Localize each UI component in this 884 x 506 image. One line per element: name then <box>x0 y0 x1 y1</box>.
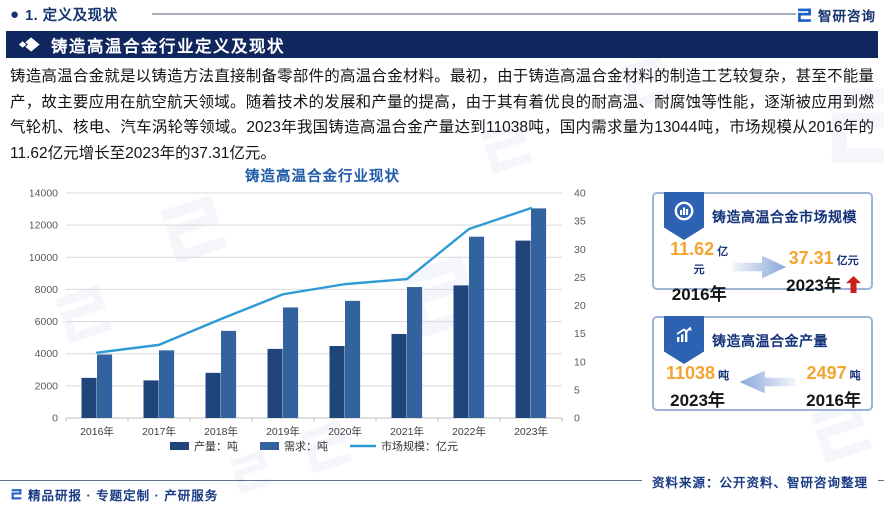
stat-value: 11038 <box>666 363 716 383</box>
growth-arrow-icon <box>732 255 787 279</box>
svg-text:12000: 12000 <box>30 220 58 232</box>
stat-unit: 亿元 <box>693 246 729 276</box>
footer-divider <box>0 480 884 481</box>
svg-text:市场规模：亿元: 市场规模：亿元 <box>381 439 458 453</box>
svg-text:20: 20 <box>574 300 586 312</box>
card-title: 铸造高温合金产量 <box>712 333 828 349</box>
chart-title: 铸造高温合金行业现状 <box>245 169 400 185</box>
svg-text:35: 35 <box>574 216 586 228</box>
svg-text:15: 15 <box>574 328 586 340</box>
page-title: 铸造高温合金行业定义及现状 <box>51 37 285 56</box>
stat-unit: 亿元 <box>836 255 859 267</box>
svg-text:2020年: 2020年 <box>328 425 362 438</box>
intro-paragraph: 铸造高温合金就是以铸造方法直接制备零部件的高温合金材料。最初，由于铸造高温合金材… <box>10 68 874 162</box>
svg-text:4000: 4000 <box>35 348 59 360</box>
svg-text:10: 10 <box>574 356 586 368</box>
svg-text:2023年: 2023年 <box>514 425 548 438</box>
up-trend-icon <box>846 276 861 293</box>
svg-text:2016年: 2016年 <box>80 425 114 438</box>
stat-year: 2016年 <box>671 285 727 304</box>
source-note: 资料来源：公开资料、智研咨询整理 <box>641 472 878 491</box>
svg-text:25: 25 <box>574 272 586 284</box>
zhiyan-logo-icon <box>11 489 22 500</box>
svg-text:14000: 14000 <box>30 188 58 200</box>
svg-text:2021年: 2021年 <box>390 425 424 438</box>
brand-logo: 智研咨询 <box>796 5 876 25</box>
zhiyan-logo-icon <box>798 8 811 22</box>
svg-text:5: 5 <box>574 384 580 396</box>
svg-text:2018年: 2018年 <box>204 425 238 438</box>
stat-year: 2023年 <box>670 391 725 410</box>
footer-brand: 精品研报 · 专题定制 · 产研服务 <box>10 485 218 504</box>
growth-arrow-icon <box>739 370 796 394</box>
svg-text:40: 40 <box>574 188 586 200</box>
stat-start: 11038 吨 2023年 <box>666 363 729 411</box>
title-banner: 铸造高温合金行业定义及现状 <box>6 31 878 58</box>
bullet-icon: ● <box>10 5 20 23</box>
card-title: 铸造高温合金市场规模 <box>712 209 857 225</box>
industry-combo-chart: 0 2000 4000 6000 8000 10000 12000 14000 0 5 10 15 20… <box>30 188 586 454</box>
stat-value: 2497 <box>806 363 847 383</box>
production-card: 铸造高温合金产量 11038 吨 2023年 2497 吨 2016年 <box>652 316 873 411</box>
svg-text:8000: 8000 <box>35 284 59 296</box>
svg-text:0: 0 <box>52 413 58 425</box>
double-diamond-icon <box>17 37 40 52</box>
stat-unit: 吨 <box>718 370 730 382</box>
svg-text:6000: 6000 <box>35 316 59 328</box>
svg-text:2019年: 2019年 <box>266 425 300 438</box>
header-divider <box>152 13 796 15</box>
svg-text:2022年: 2022年 <box>452 425 486 438</box>
svg-text:产量：吨: 产量：吨 <box>194 439 238 453</box>
svg-text:需求：吨: 需求：吨 <box>284 440 328 453</box>
stat-end: 2497 吨 2016年 <box>806 363 861 411</box>
svg-text:30: 30 <box>574 244 586 256</box>
stat-value: 11.62 <box>670 239 715 259</box>
section-header: ● 1. 定义及现状 <box>10 4 118 25</box>
stat-year: 2016年 <box>806 391 861 410</box>
svg-text:10000: 10000 <box>30 252 58 264</box>
stat-value: 37.31 <box>788 248 834 268</box>
stat-start: 11.62 亿元 2016年 <box>666 239 732 305</box>
svg-text:2000: 2000 <box>35 380 59 392</box>
section-label: 1. 定义及现状 <box>25 8 118 24</box>
pie-chart-icon <box>674 201 694 221</box>
market-size-card: 铸造高温合金市场规模 11.62 亿元 2016年 37.31 亿元 2023年 <box>652 192 873 304</box>
brand-name: 智研咨询 <box>818 9 876 24</box>
stat-end: 37.31 亿元 2023年 <box>786 248 861 296</box>
stat-year: 2023年 <box>786 271 861 296</box>
footer-services: 精品研报 · 专题定制 · 产研服务 <box>28 489 219 503</box>
svg-text:0: 0 <box>574 413 580 425</box>
stat-unit: 吨 <box>849 370 861 382</box>
svg-text:2017年: 2017年 <box>142 425 176 438</box>
trend-chart-icon <box>676 326 692 342</box>
